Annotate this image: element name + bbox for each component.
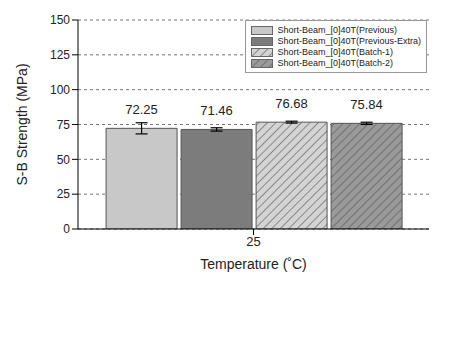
html-text:Short-Beam_[0]40T(Previous): Short-Beam_[0]40T(Previous) (277, 25, 397, 35)
svg-text:76.68: 76.68 (275, 96, 308, 111)
svg-text:75.84: 75.84 (350, 97, 383, 112)
svg-text:72.25: 72.25 (125, 102, 158, 117)
svg-text:75: 75 (57, 118, 71, 132)
svg-text:25: 25 (57, 187, 71, 201)
html-text:Short-Beam_[0]40T(Batch-2): Short-Beam_[0]40T(Batch-2) (277, 58, 393, 68)
svg-text:25: 25 (246, 234, 260, 249)
html-text:Short-Beam_[0]40T(Previous-Ext: Short-Beam_[0]40T(Previous-Extra) (277, 36, 421, 46)
svg-text:S-B Strength (MPa): S-B Strength (MPa) (14, 63, 30, 185)
svg-text:0: 0 (63, 222, 70, 236)
svg-text:71.46: 71.46 (200, 103, 233, 118)
svg-text:125: 125 (50, 48, 70, 62)
svg-text:100: 100 (50, 83, 70, 97)
svg-text:50: 50 (57, 153, 71, 167)
html-text:Short-Beam_[0]40T(Batch-1): Short-Beam_[0]40T(Batch-1) (277, 47, 393, 57)
svg-text:150: 150 (50, 13, 70, 27)
svg-text:Temperature (˚C): Temperature (˚C) (200, 256, 307, 272)
